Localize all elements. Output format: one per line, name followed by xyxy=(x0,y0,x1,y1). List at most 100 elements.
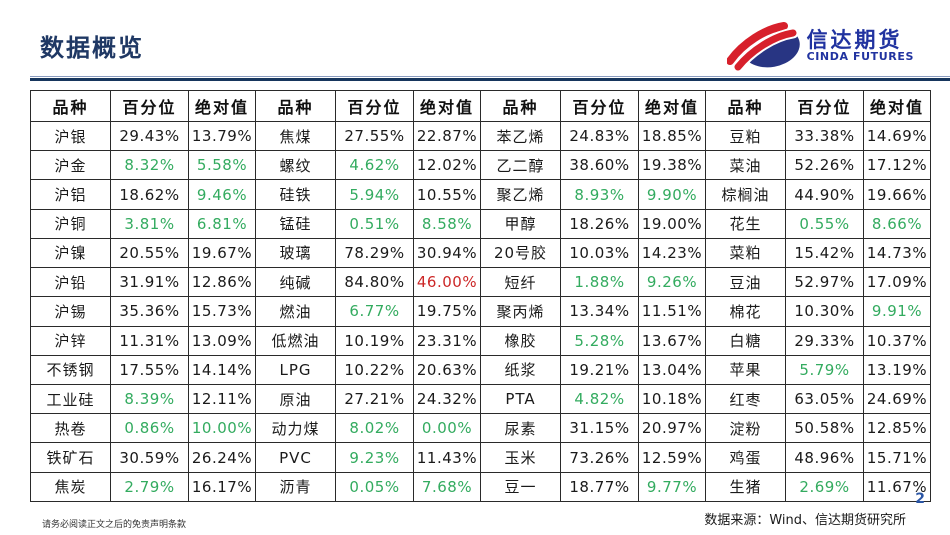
table-row: 不锈钢 17.55% 14.14% LPG 10.22% 20.63% 纸浆 19.21% 13… xyxy=(30,354,931,385)
column-header: 品种 xyxy=(255,90,336,122)
absolute-value-cell: 10.18% xyxy=(638,383,706,415)
absolute-value-cell: 26.24% xyxy=(188,442,256,473)
absolute-value-cell: 46.00% xyxy=(413,267,481,298)
percentile-cell: 10.22% xyxy=(335,354,414,385)
absolute-value-cell: 8.58% xyxy=(413,208,481,239)
commodity-name-cell: 乙二醇 xyxy=(480,150,561,181)
percentile-cell: 8.02% xyxy=(335,413,414,444)
commodity-name-cell: 短纤 xyxy=(480,267,561,298)
commodity-name-cell: 生猪 xyxy=(705,471,786,503)
absolute-value-cell: 30.94% xyxy=(413,237,481,269)
table-row: 沪锌 11.31% 13.09% 低燃油 10.19% 23.31% 橡胶 5.28% 13.6… xyxy=(30,325,931,356)
percentile-cell: 5.79% xyxy=(785,354,864,385)
column-header: 品种 xyxy=(705,90,786,122)
absolute-value-cell: 0.00% xyxy=(413,413,481,444)
absolute-value-cell: 10.37% xyxy=(863,325,931,356)
absolute-value-cell: 15.71% xyxy=(863,442,931,473)
commodity-name-cell: 甲醇 xyxy=(480,208,561,239)
data-table: 品种 百分位 绝对值 品种 百分位 绝对值 品种 百分位 绝对值 品种 百分位 绝对值 沪银 29.43%… xyxy=(30,90,931,503)
commodity-name-cell: 棕榈油 xyxy=(705,179,786,210)
title-rule xyxy=(30,76,950,83)
commodity-name-cell: 锰硅 xyxy=(255,208,336,239)
percentile-cell: 29.33% xyxy=(785,325,864,356)
percentile-cell: 31.15% xyxy=(560,413,639,444)
table-row: 沪铝 18.62% 9.46% 硅铁 5.94% 10.55% 聚乙烯 8.93% 9.90% 棕… xyxy=(30,179,931,210)
page-number: 2 xyxy=(915,491,925,507)
absolute-value-cell: 11.43% xyxy=(413,442,481,473)
table-row: 铁矿石 30.59% 26.24% PVC 9.23% 11.43% 玉米 73.26% 12.… xyxy=(30,442,931,473)
absolute-value-cell: 6.81% xyxy=(188,208,256,239)
percentile-cell: 52.97% xyxy=(785,267,864,298)
cinda-logo-mark-icon xyxy=(726,20,800,72)
table-row: 沪铜 3.81% 6.81% 锰硅 0.51% 8.58% 甲醇 18.26% 19.00% 花生… xyxy=(30,208,931,239)
absolute-value-cell: 9.90% xyxy=(638,179,706,210)
commodity-name-cell: 棉花 xyxy=(705,296,786,327)
absolute-value-cell: 16.17% xyxy=(188,471,256,503)
absolute-value-cell: 12.59% xyxy=(638,442,706,473)
absolute-value-cell: 10.00% xyxy=(188,413,256,444)
commodity-name-cell: 焦炭 xyxy=(30,471,111,503)
percentile-cell: 0.55% xyxy=(785,208,864,239)
absolute-value-cell: 17.09% xyxy=(863,267,931,298)
percentile-cell: 8.32% xyxy=(110,150,189,181)
commodity-name-cell: 豆一 xyxy=(480,471,561,503)
percentile-cell: 78.29% xyxy=(335,237,414,269)
commodity-name-cell: 动力煤 xyxy=(255,413,336,444)
absolute-value-cell: 9.26% xyxy=(638,267,706,298)
commodity-name-cell: 热卷 xyxy=(30,413,111,444)
commodity-name-cell: 不锈钢 xyxy=(30,354,111,385)
absolute-value-cell: 11.51% xyxy=(638,296,706,327)
table-row: 沪金 8.32% 5.58% 螺纹 4.62% 12.02% 乙二醇 38.60% 19.38%… xyxy=(30,150,931,181)
absolute-value-cell: 19.67% xyxy=(188,237,256,269)
column-header: 品种 xyxy=(480,90,561,122)
column-header: 绝对值 xyxy=(413,90,481,122)
absolute-value-cell: 9.77% xyxy=(638,471,706,503)
percentile-cell: 10.03% xyxy=(560,237,639,269)
commodity-name-cell: 焦煤 xyxy=(255,120,336,152)
absolute-value-cell: 10.55% xyxy=(413,179,481,210)
absolute-value-cell: 20.97% xyxy=(638,413,706,444)
absolute-value-cell: 13.09% xyxy=(188,325,256,356)
column-header: 品种 xyxy=(30,90,111,122)
percentile-cell: 3.81% xyxy=(110,208,189,239)
percentile-cell: 73.26% xyxy=(560,442,639,473)
page-title: 数据概览 xyxy=(40,34,144,62)
commodity-name-cell: 沪铜 xyxy=(30,208,111,239)
commodity-name-cell: 沪铅 xyxy=(30,267,111,298)
commodity-name-cell: 玻璃 xyxy=(255,237,336,269)
absolute-value-cell: 13.19% xyxy=(863,354,931,385)
percentile-cell: 10.30% xyxy=(785,296,864,327)
commodity-name-cell: 豆粕 xyxy=(705,120,786,152)
absolute-value-cell: 20.63% xyxy=(413,354,481,385)
absolute-value-cell: 13.67% xyxy=(638,325,706,356)
column-header: 百分位 xyxy=(785,90,864,122)
absolute-value-cell: 18.85% xyxy=(638,120,706,152)
absolute-value-cell: 24.32% xyxy=(413,383,481,415)
table-row: 工业硅 8.39% 12.11% 原油 27.21% 24.32% PTA 4.82% 10.1… xyxy=(30,383,931,415)
absolute-value-cell: 14.69% xyxy=(863,120,931,152)
percentile-cell: 9.23% xyxy=(335,442,414,473)
commodity-name-cell: 橡胶 xyxy=(480,325,561,356)
absolute-value-cell: 14.73% xyxy=(863,237,931,269)
absolute-value-cell: 8.66% xyxy=(863,208,931,239)
commodity-name-cell: 工业硅 xyxy=(30,383,111,415)
absolute-value-cell: 17.12% xyxy=(863,150,931,181)
percentile-cell: 0.05% xyxy=(335,471,414,503)
table-row: 沪铅 31.91% 12.86% 纯碱 84.80% 46.00% 短纤 1.88% 9.26%… xyxy=(30,267,931,298)
absolute-value-cell: 9.91% xyxy=(863,296,931,327)
commodity-name-cell: 淀粉 xyxy=(705,413,786,444)
table-row: 沪银 29.43% 13.79% 焦煤 27.55% 22.87% 苯乙烯 24.83% 18.… xyxy=(30,120,931,152)
absolute-value-cell: 5.58% xyxy=(188,150,256,181)
percentile-cell: 0.51% xyxy=(335,208,414,239)
percentile-cell: 27.55% xyxy=(335,120,414,152)
percentile-cell: 0.86% xyxy=(110,413,189,444)
percentile-cell: 8.39% xyxy=(110,383,189,415)
footer-disclaimer: 请务必阅读正文之后的免责声明条款 xyxy=(42,520,187,530)
percentile-cell: 63.05% xyxy=(785,383,864,415)
column-header: 绝对值 xyxy=(188,90,256,122)
commodity-name-cell: 硅铁 xyxy=(255,179,336,210)
absolute-value-cell: 19.75% xyxy=(413,296,481,327)
percentile-cell: 31.91% xyxy=(110,267,189,298)
percentile-cell: 4.62% xyxy=(335,150,414,181)
